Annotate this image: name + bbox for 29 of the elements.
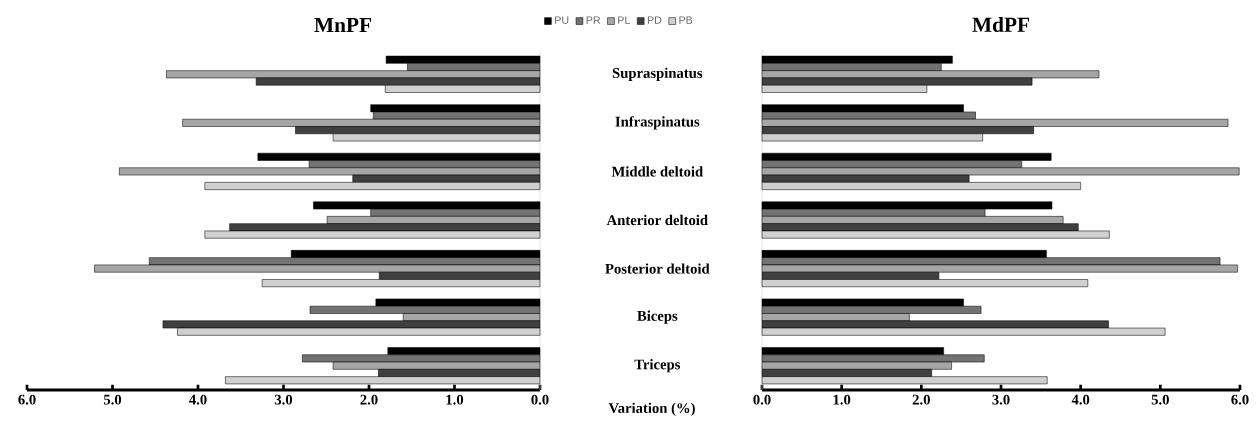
chart-title: MnPF (314, 17, 372, 32)
x-tick-label: 6.0 (1231, 394, 1249, 405)
y-tick-label: Infraspinatus (615, 116, 700, 130)
x-axis-title: Variation (%) (608, 402, 695, 416)
x-tick-label: 1.0 (446, 394, 464, 405)
x-tick-label: 4.0 (1071, 394, 1090, 405)
y-tick-label: Supraspinatus (612, 67, 703, 81)
chart-title: MdPF (972, 16, 1030, 32)
x-tick-label: 3.0 (992, 394, 1010, 405)
x-tick-label: 0.0 (531, 394, 549, 405)
legend-label: PL (618, 16, 631, 24)
x-tick-label: 5.0 (1151, 394, 1169, 405)
legend-label: PU (555, 16, 569, 24)
x-tick-label: 2.0 (912, 394, 930, 405)
y-tick-label: Middle deltoid (611, 166, 703, 177)
y-tick-label: Posterior deltoid (605, 263, 710, 274)
legend-label: PR (586, 16, 601, 24)
x-tick-label: 2.0 (360, 394, 378, 405)
x-tick-label: 5.0 (103, 394, 122, 405)
x-tick-label: 6.0 (18, 394, 36, 405)
y-tick-label: Biceps (637, 310, 678, 324)
y-tick-label: Triceps (634, 359, 681, 373)
x-tick-label: 1.0 (833, 394, 851, 405)
x-tick-label: 4.0 (189, 394, 207, 405)
legend-label: PD (647, 16, 662, 24)
legend-label: PB (679, 16, 693, 24)
y-tick-label: Anterior deltoid (606, 214, 708, 226)
x-tick-label: 3.0 (274, 394, 293, 405)
x-tick-label: 0.0 (753, 394, 771, 405)
